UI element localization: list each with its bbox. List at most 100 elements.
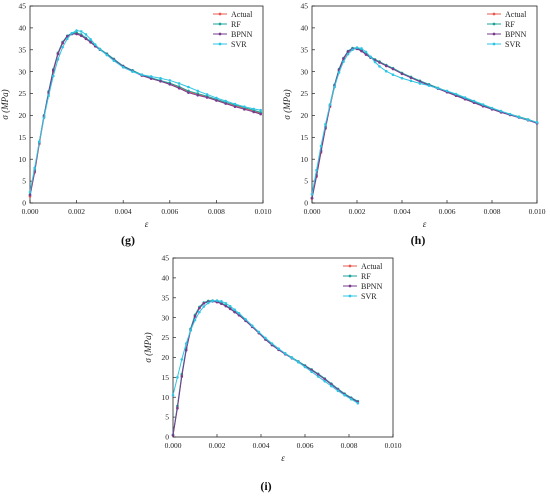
data-point-bpnn <box>168 83 172 86</box>
data-point-svr <box>264 336 267 340</box>
data-point-svr <box>196 89 200 93</box>
data-point-svr <box>517 115 521 119</box>
y-tick-label: 5 <box>304 177 308 186</box>
data-point-bpnn <box>391 67 395 71</box>
data-point-svr <box>79 30 83 33</box>
x-axis-title: ε <box>145 219 149 229</box>
series-line-rf <box>172 300 359 435</box>
data-point-svr <box>333 85 336 89</box>
data-point-bpnn <box>233 310 236 314</box>
data-point-svr <box>42 116 46 119</box>
panel-label: (g) <box>121 233 135 247</box>
data-point-svr <box>418 82 422 85</box>
legend-label-actual: Actual <box>505 10 527 19</box>
data-point-svr <box>93 43 97 46</box>
plot-frame <box>172 257 394 438</box>
data-point-svr <box>336 389 340 393</box>
data-point-svr <box>198 310 201 314</box>
x-tick-label: 0.004 <box>115 207 132 216</box>
data-point-bpnn <box>89 41 92 44</box>
data-point-bpnn <box>75 32 78 36</box>
series-line-actual <box>172 300 359 436</box>
legend-marker-rf <box>348 274 352 278</box>
data-point-svr <box>436 87 440 90</box>
data-point-svr <box>180 358 184 361</box>
data-point-bpnn <box>346 50 350 53</box>
y-tick-label: 40 <box>301 23 309 32</box>
data-point-svr <box>346 52 350 56</box>
x-tick-label: 0.002 <box>209 441 226 450</box>
data-point-svr <box>98 48 102 51</box>
data-point-bpnn <box>28 193 32 197</box>
y-tick-label: 20 <box>19 111 27 120</box>
data-point-svr <box>290 356 294 360</box>
data-point-bpnn <box>364 53 368 56</box>
y-tick-label: 0 <box>22 199 26 208</box>
data-point-bpnn <box>180 375 184 378</box>
series-line-rf <box>311 47 538 198</box>
y-tick-label: 30 <box>301 67 309 76</box>
plot-frame <box>311 5 538 204</box>
data-point-svr <box>427 84 431 87</box>
data-point-bpnn <box>65 34 69 38</box>
legend-label-rf: RF <box>231 20 241 29</box>
data-point-svr <box>277 347 280 350</box>
data-point-svr <box>499 109 503 113</box>
y-tick-label: 35 <box>162 293 170 302</box>
data-point-svr <box>28 190 32 194</box>
x-tick-label: 0.006 <box>161 207 178 216</box>
y-tick-label: 20 <box>162 353 170 362</box>
data-point-svr <box>316 375 320 378</box>
data-point-bpnn <box>243 108 246 111</box>
data-point-bpnn <box>400 72 404 76</box>
data-point-svr <box>369 55 372 59</box>
data-point-svr <box>215 299 219 302</box>
plot-frame <box>29 5 264 204</box>
data-point-bpnn <box>252 110 255 114</box>
data-point-svr <box>360 47 363 50</box>
data-point-bpnn <box>176 407 179 410</box>
y-tick-label: 30 <box>19 67 27 76</box>
y-tick-label: 0 <box>165 433 169 442</box>
panel-label: (i) <box>260 479 271 493</box>
data-point-bpnn <box>198 306 201 310</box>
data-point-svr <box>61 45 64 49</box>
series-line-rf <box>29 32 261 195</box>
data-point-svr <box>224 99 228 103</box>
legend-label-rf: RF <box>505 20 515 29</box>
data-point-svr <box>343 393 346 397</box>
y-tick-label: 15 <box>19 133 27 142</box>
data-point-svr <box>176 376 179 379</box>
data-point-bpnn <box>184 348 188 352</box>
legend-marker-actual <box>348 264 352 268</box>
chart-panel-g: 0 5 10 15 20 25 30 35 40 45 0.000 0.002 0.004 0.006 0.… <box>0 2 272 247</box>
data-point-svr <box>70 31 74 35</box>
data-point-svr <box>330 384 333 388</box>
x-tick-label: 0.004 <box>253 441 270 450</box>
data-point-svr <box>47 94 50 98</box>
data-point-svr <box>38 140 41 144</box>
series-line-svr <box>172 300 359 404</box>
data-point-svr <box>378 65 381 68</box>
x-tick-label: 0.008 <box>208 207 225 216</box>
legend-label-rf: RF <box>361 272 371 281</box>
chart-panel-i: 0 5 10 15 20 25 30 35 40 45 0.000 0.002 0.004 0.006 0.… <box>143 254 402 493</box>
data-point-svr <box>140 73 144 77</box>
y-axis-title: σ (MPa) <box>0 89 10 119</box>
x-tick-label: 0.010 <box>255 207 272 216</box>
data-point-bpnn <box>202 302 206 305</box>
data-point-svr <box>224 302 228 305</box>
x-tick-label: 0.010 <box>385 441 402 450</box>
y-axis-title: σ (MPa) <box>282 89 292 119</box>
x-tick-label: 0.000 <box>304 207 321 216</box>
legend-label-svr: SVR <box>231 40 247 49</box>
legend-marker-actual <box>492 12 496 16</box>
data-point-svr <box>364 50 368 54</box>
legend-label-bpnn: BPNN <box>505 30 527 39</box>
legend-marker-svr <box>348 294 352 298</box>
data-point-svr <box>237 311 241 315</box>
legend-label-bpnn: BPNN <box>231 30 253 39</box>
x-tick-label: 0.006 <box>439 207 456 216</box>
y-tick-label: 5 <box>165 413 169 422</box>
